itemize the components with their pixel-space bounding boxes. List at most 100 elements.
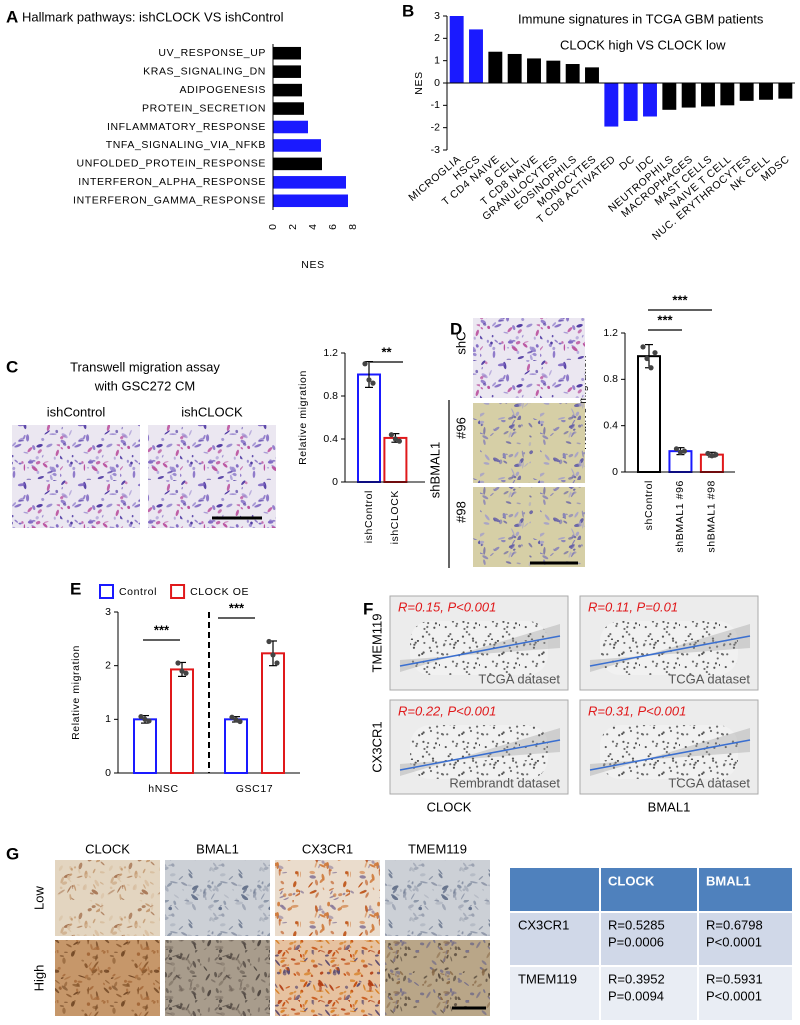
bar xyxy=(133,718,157,774)
data-point xyxy=(644,355,650,362)
bar xyxy=(469,29,483,83)
y-tick-label: 2 xyxy=(434,32,440,44)
dataset-label: TCGA dataset xyxy=(668,775,750,790)
data-point xyxy=(392,436,398,442)
y-axis-label: Relative migration xyxy=(297,370,309,465)
ihc-column-label: CX3CR1 xyxy=(302,841,353,856)
data-point xyxy=(648,365,654,371)
assay-title: Transwell migration assay xyxy=(70,359,220,374)
bar xyxy=(273,83,302,97)
category-label: INTERFERON_ALPHA_RESPONSE xyxy=(78,176,266,188)
data-point xyxy=(138,714,144,720)
x-axis-label: NES xyxy=(301,259,324,271)
dataset-label: TCGA dataset xyxy=(668,671,750,686)
significance: *** xyxy=(672,292,688,307)
scatter-cloud xyxy=(600,725,738,779)
scatter-cloud xyxy=(410,621,548,675)
scatter-cloud xyxy=(600,621,738,675)
micrograph xyxy=(473,487,585,567)
bar xyxy=(507,53,522,83)
data-point xyxy=(362,361,368,367)
micrograph xyxy=(473,403,585,483)
image-group-label: shBMAL1 xyxy=(427,442,442,498)
data-point xyxy=(233,717,239,723)
bar xyxy=(273,194,348,208)
data-point xyxy=(652,350,658,356)
micrograph xyxy=(165,940,270,1016)
bar xyxy=(623,83,638,121)
micrograph xyxy=(275,860,380,936)
y-tick-label: 0.8 xyxy=(603,373,618,385)
dataset-label: Rembrandt dataset xyxy=(449,775,560,790)
image-label: shC xyxy=(453,331,468,354)
legend-label: CLOCK OE xyxy=(190,586,249,598)
y-tick-label: 0 xyxy=(332,476,338,488)
legend-swatch xyxy=(99,584,114,599)
data-point xyxy=(705,450,711,457)
y-axis-label: NES xyxy=(413,71,425,94)
category-label: INTERFERON_GAMMA_RESPONSE xyxy=(73,195,266,207)
y-tick-label: 0 xyxy=(612,466,618,478)
regression-line xyxy=(399,739,561,771)
chart-title: Immune signatures in TCGA GBM patients xyxy=(518,11,764,26)
table-cell: R=0.5931 xyxy=(706,971,763,986)
y-tick-label: 0.4 xyxy=(323,433,338,445)
bar xyxy=(720,83,735,106)
bar xyxy=(585,67,599,83)
data-point xyxy=(274,660,280,666)
data-point xyxy=(681,448,688,454)
col-label: BMAL1 xyxy=(648,799,691,814)
table-cell: P<0.0001 xyxy=(706,934,762,949)
row-label: TMEM119 xyxy=(369,614,384,673)
micrograph xyxy=(385,860,490,936)
category-label: INFLAMMATORY_RESPONSE xyxy=(107,121,266,133)
data-point xyxy=(237,718,243,725)
y-tick-label: -1 xyxy=(431,99,440,111)
bar xyxy=(273,46,301,60)
category-label: hNSC xyxy=(148,783,178,795)
table-row xyxy=(510,912,792,966)
bar xyxy=(739,83,754,101)
panel-label: G xyxy=(6,844,19,863)
category-label: shBMAL1 #96 xyxy=(674,480,686,553)
y-tick-label: 1 xyxy=(434,54,440,66)
bar xyxy=(449,16,464,83)
bar xyxy=(357,373,381,483)
category-label: ishControl xyxy=(363,490,375,543)
scatter-cloud xyxy=(410,725,548,779)
y-tick-label: 0.8 xyxy=(323,390,338,402)
panel-label: D xyxy=(450,319,462,338)
data-point xyxy=(677,449,684,455)
col-label: CLOCK xyxy=(427,799,472,814)
y-tick-label: 3 xyxy=(434,10,440,22)
bar xyxy=(565,64,580,83)
ihc-column-label: BMAL1 xyxy=(196,841,239,856)
correlation-stat: R=0.22, P<0.001 xyxy=(398,703,496,718)
bar xyxy=(637,355,661,473)
data-point xyxy=(370,380,376,386)
category-label: DC xyxy=(617,153,637,173)
bar xyxy=(701,83,715,107)
micrograph xyxy=(55,940,160,1016)
data-point xyxy=(673,446,680,452)
confidence-band xyxy=(400,728,560,776)
table-row-label: CX3CR1 xyxy=(518,917,569,932)
bar xyxy=(273,176,346,189)
image-label: #98 xyxy=(453,501,468,523)
data-point xyxy=(146,718,152,724)
panel-label: B xyxy=(402,1,414,20)
legend-swatch xyxy=(170,584,186,599)
micrograph xyxy=(12,425,140,528)
confidence-band xyxy=(400,624,560,672)
table-header xyxy=(510,868,792,912)
bar xyxy=(224,718,248,774)
chart-subtitle: CLOCK high VS CLOCK low xyxy=(560,37,726,52)
table-row-label: TMEM119 xyxy=(518,971,577,986)
y-tick-label: -2 xyxy=(431,121,440,133)
micrograph xyxy=(55,860,160,936)
data-point xyxy=(713,452,719,458)
category-label: PROTEIN_SECRETION xyxy=(142,102,266,114)
y-tick-label: 1.2 xyxy=(323,347,338,359)
dataset-label: TCGA dataset xyxy=(478,671,560,686)
